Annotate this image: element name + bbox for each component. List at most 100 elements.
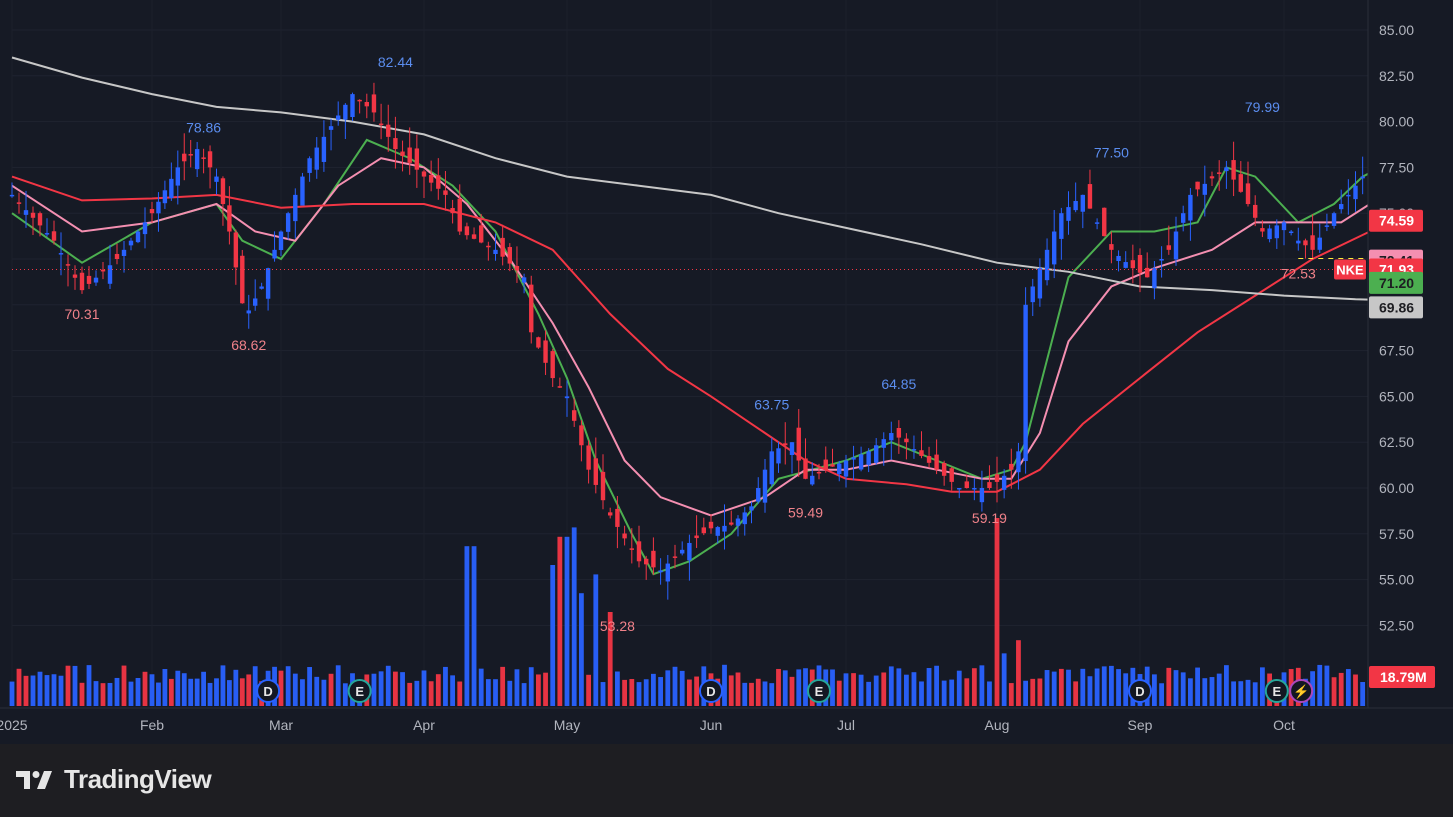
candle-body (214, 176, 219, 182)
earnings-event-marker[interactable]: E (807, 679, 831, 703)
flash-marker-label: ⚡ (1293, 684, 1309, 700)
candle-body (557, 386, 563, 388)
candle-body (1281, 222, 1287, 231)
candle-body (227, 205, 232, 232)
earnings-event-marker[interactable]: E (1264, 679, 1289, 703)
candle-body (1059, 213, 1064, 239)
volume-bar (858, 674, 864, 706)
price-extreme-label: 77.50 (1094, 144, 1129, 160)
candle-body (550, 351, 555, 379)
dividend-event-marker[interactable]: D (256, 679, 281, 703)
candle-body (1102, 207, 1107, 237)
volume-bar (722, 664, 727, 706)
candle-body (493, 249, 498, 255)
volume-bar (220, 665, 226, 706)
candle-body (450, 208, 455, 214)
candle-body (1217, 172, 1222, 174)
candle-body (1346, 194, 1351, 197)
candle-body (762, 469, 768, 503)
candle-body (142, 222, 148, 235)
volume-bar (1166, 667, 1172, 706)
price-chart[interactable]: 78.86 82.44 70.31 68.62 53.28 63.75 59.49 64.85… (0, 0, 1453, 744)
candle-body (600, 471, 606, 501)
price-extreme-label: 79.99 (1245, 99, 1280, 115)
price-extreme-label: 53.28 (600, 618, 635, 634)
brand-name: TradingView (64, 764, 212, 794)
flash-event-marker[interactable]: ⚡ (1289, 679, 1314, 703)
candle-body (1116, 255, 1121, 262)
candle-body (776, 448, 781, 464)
candle-body (756, 488, 761, 502)
candle-body (1023, 304, 1028, 462)
tradingview-logo-icon (16, 770, 52, 789)
candle-body (823, 459, 828, 470)
candle-body (586, 445, 591, 470)
volume-bar (586, 674, 591, 706)
price-tick-label: 77.50 (1379, 159, 1414, 175)
candle-body (896, 427, 902, 438)
tradingview-brand[interactable]: TradingView (14, 764, 212, 795)
price-axis-bg (1368, 0, 1453, 744)
volume-bar (1252, 682, 1258, 706)
volume-bar (214, 678, 219, 706)
dividend-event-marker[interactable]: D (1128, 679, 1152, 703)
candle-body (941, 462, 947, 476)
ticker-badge (1334, 259, 1366, 280)
volume-bar (23, 675, 29, 706)
volume-bar (1260, 667, 1265, 706)
volume-bar (514, 669, 520, 706)
candle-body (1353, 185, 1358, 200)
volume-bar (181, 673, 187, 706)
flash-marker-circle-icon (1289, 679, 1314, 703)
volume-bar (100, 683, 106, 706)
candle-body (1274, 225, 1279, 239)
volume-bar (672, 666, 678, 706)
volume-bar (679, 670, 685, 706)
volume-bar (836, 680, 842, 706)
volume-bar (485, 679, 491, 706)
volume-bar (30, 675, 36, 706)
candle-body (378, 123, 384, 126)
dividend-marker-label: D (1135, 684, 1144, 699)
price-badge-label: 69.86 (1379, 299, 1414, 315)
earnings-event-marker[interactable]: E (347, 679, 372, 703)
candle-body (1030, 286, 1035, 303)
price-tick-label: 52.50 (1379, 617, 1414, 633)
candle-body (421, 171, 427, 177)
volume-bar (435, 674, 441, 706)
volume-bars (9, 518, 1451, 706)
volume-bar (843, 673, 849, 706)
volume-bar (904, 674, 909, 706)
volume-bar (378, 671, 384, 706)
price-axis[interactable]: 85.0082.5080.0077.5075.0072.5070.0067.50… (1334, 0, 1453, 744)
volume-bar (896, 668, 902, 706)
candle-body (919, 450, 924, 456)
chart-panel[interactable]: 78.86 82.44 70.31 68.62 53.28 63.75 59.49 64.85… (0, 0, 1453, 744)
candle-body (182, 153, 187, 162)
volume-bar (371, 673, 377, 706)
volume-bar (579, 593, 584, 706)
candle-body (851, 457, 856, 460)
volume-bar (239, 678, 245, 706)
price-tick-label: 65.00 (1379, 388, 1414, 404)
candle-body (1181, 213, 1186, 223)
time-tick-label: Aug (985, 717, 1010, 733)
candle-body (307, 158, 312, 173)
volume-bar (16, 668, 22, 706)
volume-bar (1209, 677, 1215, 706)
volume-bar (493, 679, 498, 706)
volume-bar (536, 674, 541, 706)
dividend-event-marker[interactable]: D (699, 679, 723, 703)
volume-bar (1338, 672, 1344, 706)
candle-body (486, 245, 491, 248)
candle-body (629, 548, 634, 550)
dividend-marker-label: D (263, 684, 272, 699)
time-axis[interactable]: 2025 Feb Mar Apr May Jun Jul Aug Sep Oct (0, 707, 1453, 733)
price-badge-gray (1369, 296, 1423, 319)
candle-body (615, 508, 620, 527)
candle-body (30, 212, 36, 218)
volume-bar (252, 666, 258, 706)
price-badge-red (1369, 209, 1423, 232)
event-markers[interactable]: D E D E D E ⚡ (256, 679, 1314, 703)
volume-bar (979, 665, 985, 706)
